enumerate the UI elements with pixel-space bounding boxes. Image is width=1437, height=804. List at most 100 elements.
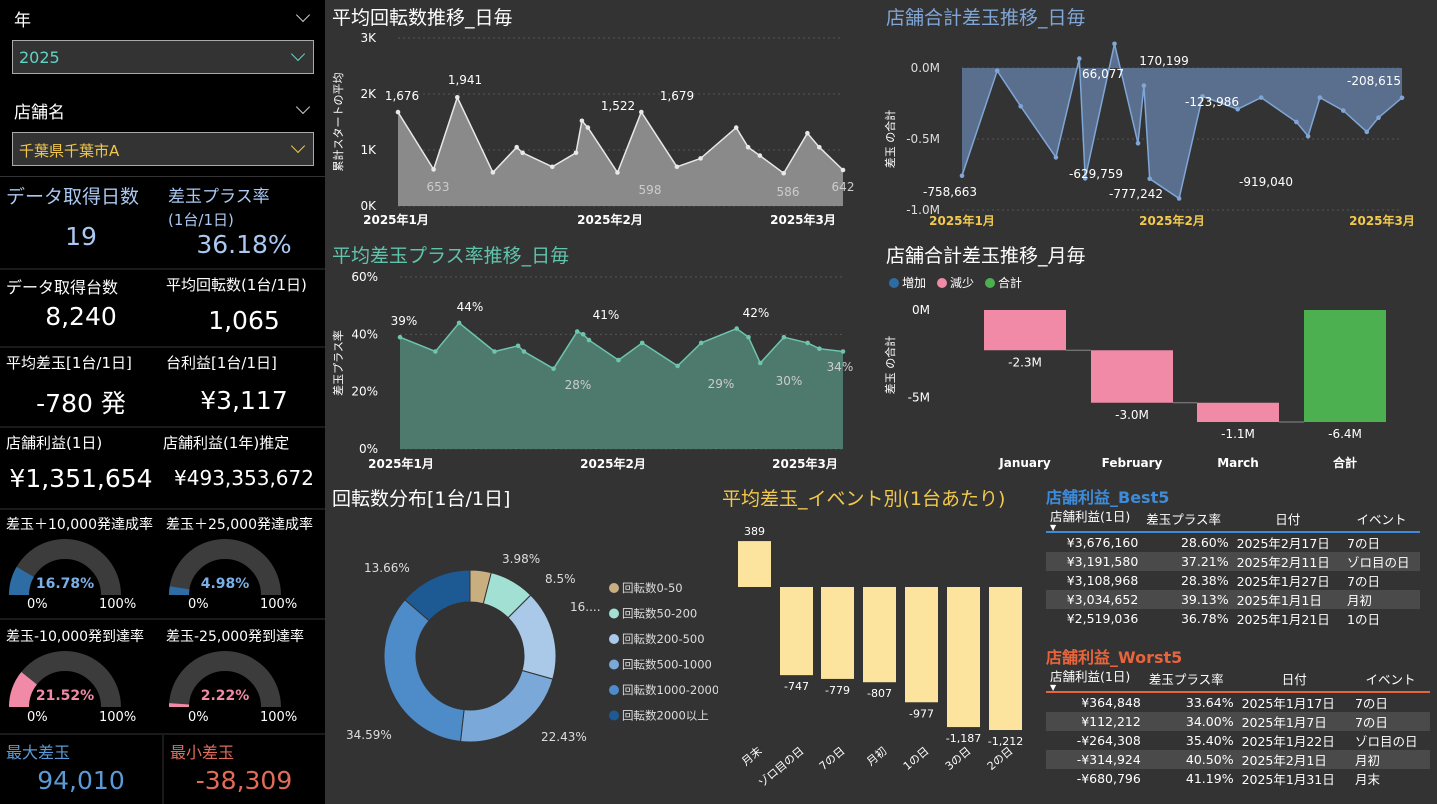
data-point [639, 340, 645, 346]
chevron-down-icon[interactable] [295, 99, 311, 115]
x-tick-label: 2025年1月 [368, 456, 434, 471]
table-row[interactable]: -¥314,924 40.50% 2025年2月1日 月初 [1046, 750, 1430, 769]
gauge-3-max: 100% [99, 710, 137, 725]
gauges-row-1: 16.78% 4.98% [8, 539, 281, 596]
legend-label: 回転数2000以上 [622, 709, 709, 723]
best5-header-event[interactable]: イベント [1356, 511, 1407, 527]
table-cell: 月初 [1347, 593, 1373, 608]
plus-rate-chart-title: 平均差玉プラス率推移_日毎 [332, 245, 570, 267]
data-label: -1.1M [1221, 427, 1255, 441]
gauge-1-max: 100% [99, 597, 137, 612]
gauge-value: 16.78% [36, 576, 94, 592]
plus-rate-chart: 60% 40% 20% 0% 差玉プラス率 2025年1月 2025年2月 2025年3月 39… [331, 270, 853, 471]
table-cell: ¥3,108,968 [1066, 573, 1139, 588]
legend-label: 回転数200-500 [622, 632, 705, 646]
worst5-header-profit[interactable]: 店舗利益(1日) ▼ [1050, 668, 1131, 692]
data-point [514, 144, 519, 150]
data-label: 29% [708, 377, 735, 391]
plus-rate-label: 差玉プラス率 [168, 187, 270, 207]
legend-label: 増加 [902, 276, 926, 290]
chevron-down-icon[interactable] [295, 7, 311, 23]
store-dropdown[interactable]: 千葉県千葉市A [12, 132, 314, 166]
table-cell: 月末 [1354, 772, 1380, 787]
unit-profit-label: 台利益[1台/1日] [166, 354, 277, 372]
gauge-3: 21.52% [8, 651, 121, 708]
x-tick-label: February [1102, 456, 1163, 470]
table-row[interactable]: ¥364,848 33.64% 2025年1月17日 7の日 [1046, 692, 1430, 712]
table-cell: ¥3,676,160 [1066, 535, 1139, 550]
spin-distribution-chart: 3.98% 8.5% 16.... 22.43% 34.59% 13.66% 回転数0-50… [346, 552, 718, 744]
y-tick-label: 0M [912, 303, 930, 317]
gauge-4-label: 差玉-25,000発到達率 [166, 629, 305, 645]
table-row[interactable]: -¥680,796 41.19% 2025年1月31日 月末 [1046, 769, 1430, 788]
data-label: -977 [909, 707, 934, 720]
data-point [959, 173, 965, 178]
divider [0, 618, 325, 620]
table-row[interactable]: -¥264,308 35.40% 2025年1月22日 ゾロ目の日 [1046, 731, 1430, 750]
best5-header-profit[interactable]: 店舗利益(1日) ▼ [1050, 508, 1131, 532]
data-point [745, 144, 751, 150]
gauge-2: 4.98% [169, 539, 281, 596]
data-point [1376, 115, 1381, 120]
data-point [1135, 141, 1141, 146]
best5-header-rate[interactable]: 差玉プラス率 [1146, 511, 1222, 527]
table-cell: ¥3,034,652 [1066, 592, 1139, 607]
data-point [395, 109, 401, 115]
x-tick-label: 7の日 [817, 744, 848, 773]
data-point [586, 337, 592, 343]
data-label: -919,040 [1239, 175, 1293, 189]
worst5-header-rate[interactable]: 差玉プラス率 [1148, 671, 1224, 687]
x-tick-label: 1の日 [901, 744, 932, 773]
data-point [579, 118, 585, 124]
data-point [805, 340, 810, 346]
data-point [639, 109, 644, 115]
table-cell: 月初 [1354, 753, 1380, 768]
worst5-header-event[interactable]: イベント [1365, 671, 1416, 687]
worst5-header-date[interactable]: 日付 [1281, 671, 1307, 687]
table-row[interactable]: ¥3,676,160 28.60% 2025年2月17日 7の日 [1046, 532, 1420, 552]
table-cell: 7の日 [1347, 574, 1380, 589]
data-label: 598 [639, 183, 662, 197]
table-row[interactable]: ¥3,034,652 39.13% 2025年1月1日 月初 [1046, 590, 1420, 609]
slice-label: 34.59% [346, 728, 392, 742]
data-point [1112, 41, 1117, 47]
data-point [616, 357, 621, 363]
table-row[interactable]: ¥3,191,580 37.21% 2025年2月11日 ゾロ目の日 [1046, 552, 1420, 571]
data-label: -779 [825, 684, 850, 697]
data-days-value: 19 [65, 222, 97, 251]
data-point [455, 95, 460, 100]
y-tick-label: 0K [360, 199, 377, 213]
legend-marker [609, 710, 619, 721]
table-cell: 7の日 [1354, 715, 1388, 730]
data-point [698, 340, 704, 346]
x-tick-label: 2の日 [985, 744, 1016, 773]
data-label: 44% [457, 300, 484, 314]
donut-slice [383, 599, 465, 743]
data-point [433, 349, 438, 354]
min-diff-value: -38,309 [195, 766, 293, 795]
table-row[interactable]: ¥2,519,036 36.78% 2025年1月21日 1の日 [1046, 609, 1420, 628]
data-label: 42% [743, 306, 770, 320]
table-cell: ¥3,191,580 [1066, 554, 1139, 569]
x-tick-label: January [998, 456, 1051, 470]
best5-header-date[interactable]: 日付 [1275, 511, 1301, 527]
avg-spins-label: 平均回転数(1台/1日) [166, 276, 307, 294]
data-point [1235, 106, 1240, 112]
table-row[interactable]: ¥3,108,968 28.38% 2025年1月27日 7の日 [1046, 571, 1420, 590]
table-cell: 33.64% [1185, 695, 1234, 710]
data-point [674, 164, 680, 170]
table-row[interactable]: ¥112,212 34.00% 2025年1月7日 7の日 [1046, 712, 1430, 731]
data-point [1294, 119, 1299, 125]
data-label: 1,679 [660, 89, 694, 103]
plus-rate-sublabel: (1台/1日) [168, 211, 234, 229]
data-point [574, 329, 580, 334]
area-fill [400, 322, 843, 449]
data-point [1018, 104, 1023, 109]
data-label: 642 [832, 180, 855, 194]
data-label: -2.3M [1008, 355, 1042, 369]
data-point [817, 346, 822, 351]
year-dropdown[interactable]: 2025 [12, 40, 314, 74]
table-cell: -¥680,796 [1076, 771, 1141, 786]
data-point [431, 167, 436, 172]
data-label: 170,199 [1139, 54, 1189, 68]
